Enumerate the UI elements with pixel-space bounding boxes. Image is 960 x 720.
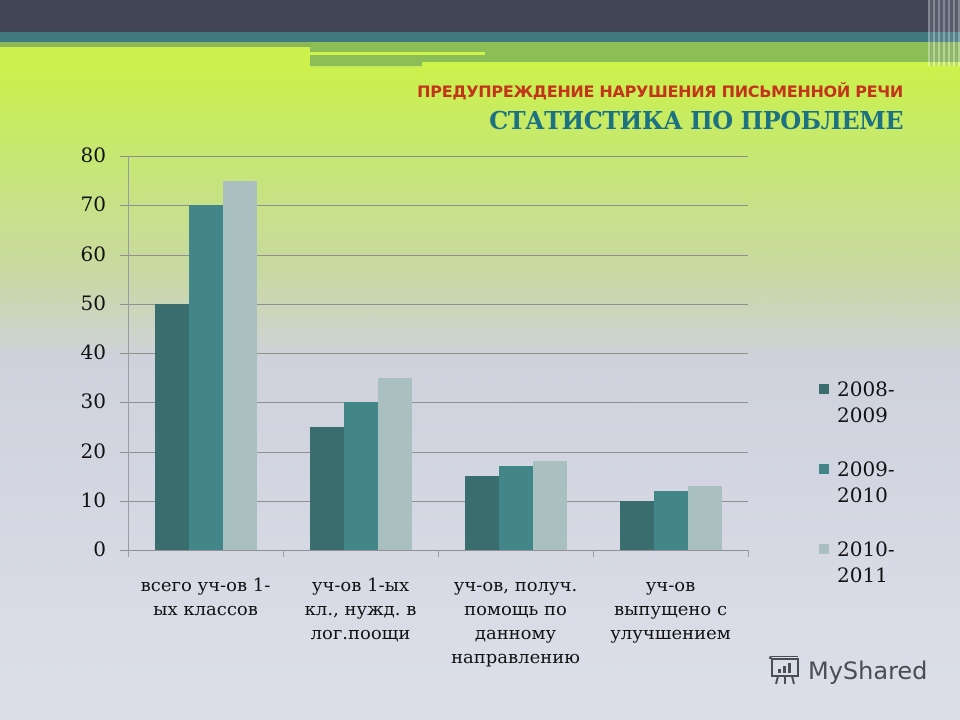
gridline	[120, 451, 748, 453]
teal-band	[0, 32, 960, 42]
gridline	[120, 550, 748, 551]
x-tick	[593, 550, 594, 557]
decor-stripes	[928, 0, 960, 66]
legend-label: 2009- 2010	[837, 457, 895, 507]
legend-swatch	[819, 384, 829, 394]
y-tick-label: 30	[80, 389, 106, 414]
legend-label: 2010- 2011	[837, 537, 895, 587]
watermark: MyShared	[768, 656, 927, 686]
x-tick	[438, 550, 439, 557]
y-axis-line	[128, 156, 129, 556]
gridline	[120, 156, 748, 157]
x-category-label: уч-ов выпущено с улучшением	[610, 575, 731, 644]
gridline	[120, 254, 748, 256]
decor-line	[310, 52, 485, 55]
gridline	[120, 205, 748, 207]
bar-2008-2009	[309, 426, 344, 550]
y-tick-label: 50	[80, 290, 106, 315]
top-dark-bar	[0, 0, 960, 32]
legend-label: 2008- 2009	[837, 377, 895, 427]
gridline	[120, 402, 748, 404]
bar-2010-2011	[532, 461, 567, 550]
slide-title: СТАТИСТИКА ПО ПРОБЛЕМЕ	[489, 106, 903, 135]
y-tick-label: 80	[80, 143, 106, 167]
x-category-label: уч-ов 1-ых кл., нужд. в лог.поощи	[304, 575, 417, 644]
bar-2009-2010	[343, 402, 378, 550]
gridline	[120, 303, 748, 305]
watermark-label: MyShared	[808, 657, 928, 685]
x-tick	[283, 550, 284, 557]
bar-2008-2009	[154, 303, 189, 550]
y-tick-label: 40	[80, 340, 106, 364]
x-tick	[128, 550, 129, 557]
gridline	[120, 353, 748, 354]
bar-2010-2011	[687, 485, 722, 550]
gridline	[120, 500, 748, 502]
bar-2010-2011	[222, 180, 257, 550]
bar-2009-2010	[188, 205, 223, 550]
decor-line	[310, 66, 422, 68]
y-tick-label: 0	[93, 537, 106, 561]
green-band-left	[0, 42, 310, 47]
y-tick-label: 10	[80, 487, 106, 512]
slide-subtitle: ПРЕДУПРЕЖДЕНИЕ НАРУШЕНИЯ ПИСЬМЕННОЙ РЕЧИ	[417, 82, 903, 101]
bar-2008-2009	[464, 476, 499, 550]
x-category-label: уч-ов, получ. помощь по данному направлению	[451, 575, 580, 668]
legend-swatch	[819, 544, 829, 554]
presentation-chart-icon	[769, 656, 799, 685]
y-tick-label: 70	[80, 192, 106, 217]
bar-2009-2010	[498, 466, 533, 550]
bar-2008-2009	[619, 500, 654, 550]
y-tick-label: 60	[80, 241, 106, 266]
x-tick	[748, 550, 749, 557]
y-tick-label: 20	[80, 438, 106, 463]
x-category-label: всего уч-ов 1- ых классов	[140, 575, 271, 620]
legend-swatch	[819, 464, 829, 474]
bar-2010-2011	[377, 377, 412, 550]
decor-block	[422, 62, 960, 68]
bar-2009-2010	[653, 490, 688, 550]
